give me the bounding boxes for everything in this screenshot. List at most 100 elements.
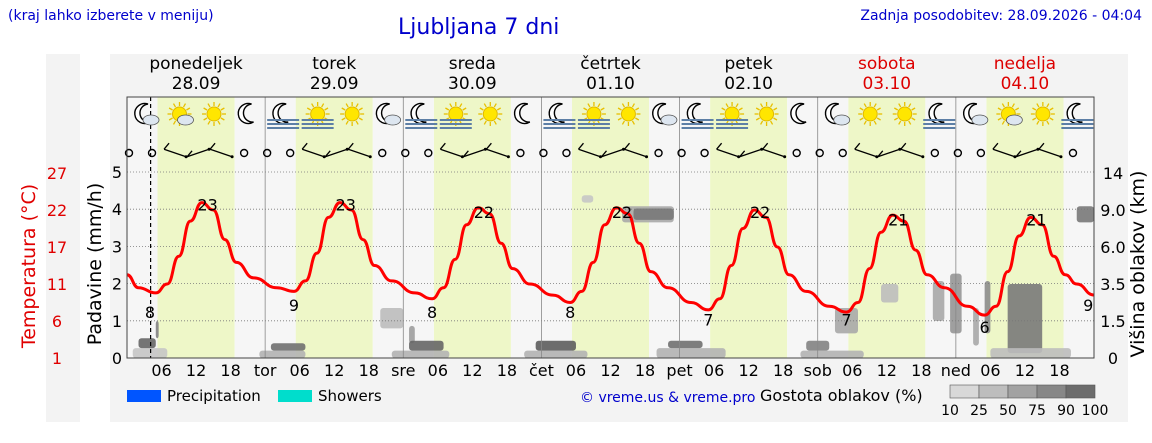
moon-fog-icon — [405, 102, 438, 129]
wind-feather — [739, 150, 746, 158]
calm-wind-icon — [262, 148, 272, 158]
wind-feather — [716, 142, 723, 150]
sun-ray — [493, 103, 497, 108]
sun-ray — [483, 120, 487, 125]
sun-icon — [858, 102, 883, 126]
sun-ray — [911, 117, 916, 121]
wind-tip — [1036, 147, 1040, 151]
day-name: ponedeljek — [149, 54, 243, 74]
wind-tip — [783, 155, 787, 159]
sun-ray — [859, 107, 864, 111]
wind-shaft — [578, 148, 601, 158]
location-hint: (kraj lahko izberete v meniju) — [8, 8, 214, 24]
wind-barb-icon — [1038, 142, 1063, 159]
wind-shaft — [601, 148, 624, 158]
cloud-block — [932, 281, 945, 321]
day-date: 29.09 — [310, 74, 359, 94]
temperature-value-label: 8 — [427, 303, 437, 322]
daylight-bands — [127, 97, 1094, 358]
sun-ray — [621, 120, 625, 125]
sun-ray — [306, 107, 312, 111]
calm-wind-icon — [953, 148, 963, 158]
sun-ray — [358, 117, 363, 121]
day-name: sobota — [858, 54, 916, 74]
hour-tick-label: 12 — [600, 361, 620, 380]
calm-wind-icon — [562, 148, 571, 158]
sun-disc — [586, 106, 602, 122]
sun-ray — [1036, 103, 1040, 108]
moon-fog-icon — [543, 102, 576, 129]
temperature-tick-label: 6 — [52, 312, 62, 331]
sun-ray — [760, 103, 764, 108]
day-name: torek — [312, 54, 356, 74]
sun-disc — [724, 106, 740, 122]
hour-tick-label: 12 — [462, 361, 482, 380]
sun-ray — [1001, 120, 1005, 125]
sun-fog-icon — [716, 102, 749, 129]
cloud-height-tick-label: 1.5 — [1100, 312, 1125, 331]
sun-ray — [479, 107, 484, 111]
day-date: 30.09 — [448, 74, 497, 94]
sun-ray — [203, 107, 208, 111]
day-date: 04.10 — [1001, 74, 1050, 94]
day-name: nedelja — [994, 54, 1056, 74]
sun-ray — [755, 107, 760, 111]
wind-shaft — [348, 148, 371, 158]
sun-ray — [324, 107, 329, 111]
page-title: Ljubljana 7 dni — [398, 15, 560, 40]
wind-shaft — [463, 148, 486, 158]
wind-barb-icon — [186, 147, 211, 158]
cloud-block — [668, 340, 703, 349]
temperature-value-label: 22 — [474, 203, 494, 222]
sun-ray — [583, 107, 588, 111]
day-short-label: tor — [254, 361, 277, 380]
cloud-shape — [142, 114, 160, 126]
calm-wind-icon — [792, 148, 801, 158]
temperature-tick-label: 17 — [47, 238, 67, 257]
calm-wind-icon — [424, 148, 433, 158]
sun-ray — [479, 117, 484, 121]
calm-wind-icon — [838, 148, 847, 158]
sun-fog-icon — [577, 102, 610, 129]
wind-feather — [324, 150, 331, 158]
precip-axis-label: Padavine (mm/h) — [84, 183, 106, 346]
moon-cloud-icon — [963, 102, 989, 126]
sun-cloud-icon — [167, 102, 194, 126]
sun-ray — [631, 120, 635, 125]
temperature-value-label: 9 — [1083, 296, 1093, 315]
sun-icon — [616, 102, 641, 126]
sun-ray — [617, 107, 622, 111]
wind-shaft — [301, 148, 325, 158]
calm-wind-icon — [401, 148, 410, 158]
cloud-block — [391, 350, 450, 358]
calm-wind-icon — [516, 148, 525, 158]
showers-swatch — [278, 390, 312, 402]
wind-tip — [645, 155, 649, 159]
sun-ray — [760, 120, 764, 125]
sun-ray — [876, 117, 881, 121]
calm-wind-icon — [239, 148, 249, 158]
cloud-shape — [384, 114, 402, 126]
sun-ray — [997, 107, 1002, 111]
left-axis-band — [46, 54, 80, 422]
sun-ray — [462, 107, 467, 111]
wind-barb-icon — [577, 142, 602, 159]
wind-barb-icon — [1015, 147, 1040, 158]
cloud-density-tick: 90 — [1057, 403, 1075, 419]
wind-tip — [875, 155, 879, 159]
day-date: 02.10 — [724, 74, 773, 94]
moon-cloud-icon — [652, 102, 678, 126]
moon-icon — [790, 102, 807, 125]
day-name: četrtek — [580, 54, 641, 74]
temperature-line — [126, 201, 1095, 317]
sun-ray — [1049, 107, 1054, 111]
hour-tick-label: 12 — [1015, 361, 1035, 380]
precipitation-swatch — [127, 390, 161, 402]
cloud-height-tick-label: 6.0 — [1100, 238, 1125, 257]
moon-cloud-icon — [824, 102, 851, 126]
moon-shape — [513, 102, 531, 125]
cloud-density-label: Gostota oblakov (%) — [760, 386, 923, 405]
sun-ray — [721, 107, 726, 111]
cloud-density-swatch — [1036, 384, 1067, 399]
